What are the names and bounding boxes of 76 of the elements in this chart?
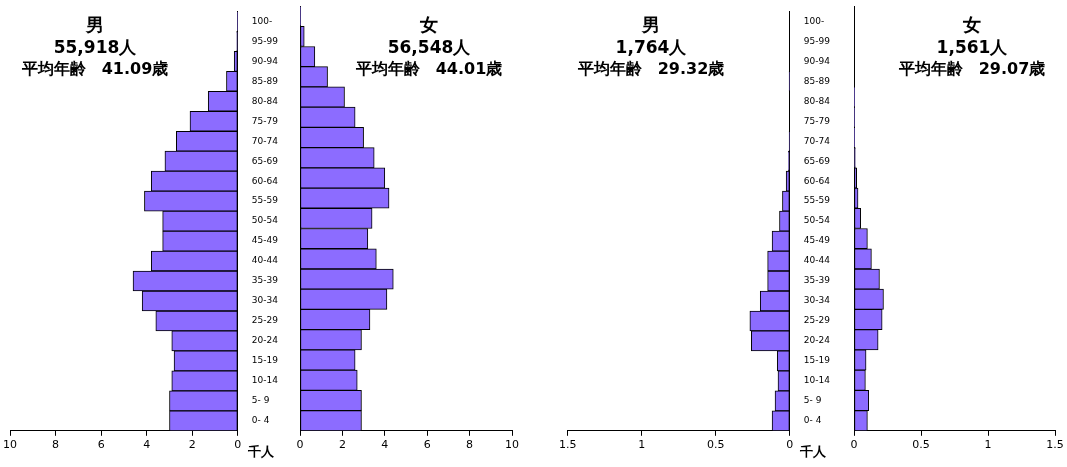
y-tick-label: 20-24 bbox=[251, 335, 279, 346]
y-tick-label: 0- 4 bbox=[803, 415, 822, 426]
x-tick-label: 0.5 bbox=[912, 438, 930, 452]
x-tick-label: 0 bbox=[786, 438, 794, 452]
y-tick-label: 65-69 bbox=[251, 155, 279, 166]
y-tick-label: 95-99 bbox=[251, 35, 279, 46]
x-tick-label: 4 bbox=[143, 438, 151, 452]
text: 女 bbox=[962, 14, 982, 36]
y-tick-label: 40-44 bbox=[803, 255, 831, 266]
y-tick-label: 60-64 bbox=[803, 175, 831, 186]
y-tick-label: 15-19 bbox=[803, 355, 831, 366]
x-tick-label: 10 bbox=[3, 438, 17, 452]
x-tick-label: 1.5 bbox=[559, 438, 577, 452]
x-tick-label: 10 bbox=[505, 438, 519, 452]
text: 55,918人 bbox=[52, 36, 138, 58]
text: 56,548人 bbox=[386, 36, 472, 58]
x-tick-label: 1 bbox=[638, 438, 646, 452]
y-tick-label: 80-84 bbox=[251, 95, 279, 106]
annotation: 平均年齢 44.01歳 bbox=[354, 58, 504, 80]
y-tick-label: 50-54 bbox=[251, 215, 279, 226]
annotation: 平均年齢 29.32歳 bbox=[576, 58, 726, 80]
annotation: 平均年齢 41.09歳 bbox=[20, 58, 170, 80]
y-tick-label: 20-24 bbox=[803, 335, 831, 346]
annotation: 平均年齢 29.07歳 bbox=[897, 58, 1047, 80]
y-tick-label: 100- bbox=[251, 15, 273, 26]
y-tick-label: 65-69 bbox=[803, 155, 831, 166]
chart-title: 男 bbox=[85, 14, 105, 36]
x-tick-label: 2 bbox=[188, 438, 196, 452]
y-tick-label: 30-34 bbox=[251, 295, 279, 306]
chart-title: 男 bbox=[641, 14, 661, 36]
y-tick-label: 75-79 bbox=[803, 115, 831, 126]
y-tick-label: 15-19 bbox=[251, 355, 279, 366]
y-tick-label: 5- 9 bbox=[803, 395, 822, 406]
text: 女 bbox=[419, 14, 439, 36]
y-tick-label: 70-74 bbox=[251, 135, 279, 146]
y-tick-label: 25-29 bbox=[251, 315, 279, 326]
y-tick-label: 10-14 bbox=[251, 375, 279, 386]
y-tick-label: 90-94 bbox=[251, 55, 279, 66]
x-tick-label: 0.5 bbox=[707, 438, 725, 452]
y-tick-label: 10-14 bbox=[803, 375, 831, 386]
y-tick-label: 85-89 bbox=[803, 75, 831, 86]
y-tick-label: 75-79 bbox=[251, 115, 279, 126]
x-tick-label: 1 bbox=[984, 438, 992, 452]
x-tick-label: 8 bbox=[52, 438, 60, 452]
y-tick-label: 55-59 bbox=[803, 195, 831, 206]
y-tick-label: 55-59 bbox=[251, 195, 279, 206]
y-tick-label: 100- bbox=[803, 15, 825, 26]
y-tick-label: 80-84 bbox=[803, 95, 831, 106]
text: 1,764人 bbox=[614, 36, 688, 58]
y-tick-label: 30-34 bbox=[803, 295, 831, 306]
x-tick-label: 0 bbox=[850, 438, 858, 452]
y-tick-label: 40-44 bbox=[251, 255, 279, 266]
y-tick-label: 25-29 bbox=[803, 315, 831, 326]
y-tick-label: 45-49 bbox=[803, 235, 831, 246]
text: 1,561人 bbox=[935, 36, 1009, 58]
x-tick-label: 6 bbox=[97, 438, 105, 452]
x-tick-label: 8 bbox=[466, 438, 474, 452]
y-tick-label: 35-39 bbox=[251, 275, 279, 286]
x-tick-label: 1.5 bbox=[1046, 438, 1064, 452]
y-tick-label: 45-49 bbox=[251, 235, 279, 246]
y-tick-label: 60-64 bbox=[251, 175, 279, 186]
x-axis-title: 千人 bbox=[248, 443, 275, 461]
x-tick-label: 6 bbox=[423, 438, 431, 452]
x-tick-label: 0 bbox=[234, 438, 242, 452]
y-tick-label: 0- 4 bbox=[251, 415, 270, 426]
y-tick-label: 35-39 bbox=[803, 275, 831, 286]
y-tick-label: 70-74 bbox=[803, 135, 831, 146]
y-tick-label: 5- 9 bbox=[251, 395, 270, 406]
x-tick-label: 0 bbox=[296, 438, 304, 452]
y-tick-label: 95-99 bbox=[803, 35, 831, 46]
x-tick-label: 2 bbox=[338, 438, 346, 452]
x-tick-label: 4 bbox=[381, 438, 389, 452]
y-tick-label: 50-54 bbox=[803, 215, 831, 226]
y-tick-label: 90-94 bbox=[803, 55, 831, 66]
x-axis-title: 千人 bbox=[800, 443, 827, 461]
y-tick-label: 85-89 bbox=[251, 75, 279, 86]
